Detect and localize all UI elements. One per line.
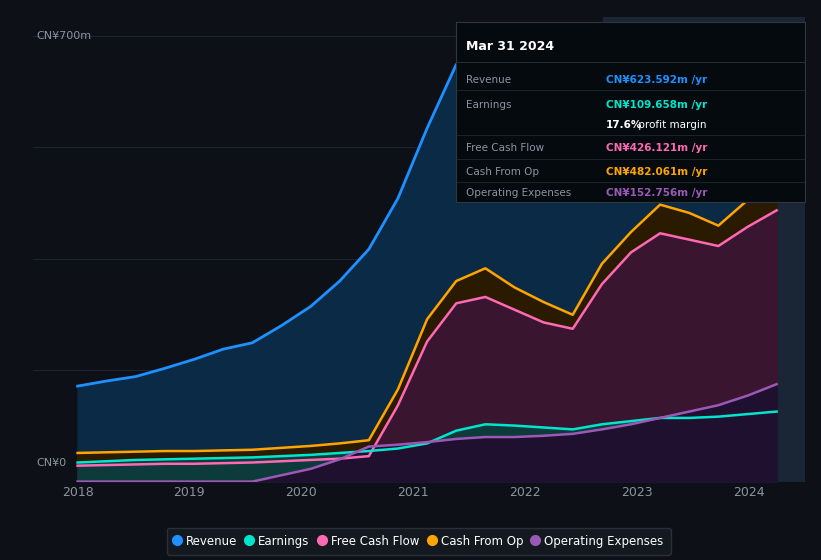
Text: Operating Expenses: Operating Expenses <box>466 188 571 198</box>
Text: profit margin: profit margin <box>635 120 707 130</box>
Text: Cash From Op: Cash From Op <box>466 166 539 176</box>
Bar <box>603 17 805 482</box>
Text: CN¥0: CN¥0 <box>37 458 67 468</box>
Text: Revenue: Revenue <box>466 75 511 85</box>
Text: CN¥109.658m /yr: CN¥109.658m /yr <box>606 100 707 110</box>
Text: CN¥700m: CN¥700m <box>37 31 92 41</box>
Text: Mar 31 2024: Mar 31 2024 <box>466 40 554 53</box>
Text: CN¥152.756m /yr: CN¥152.756m /yr <box>606 188 707 198</box>
Text: Earnings: Earnings <box>466 100 511 110</box>
Text: 17.6%: 17.6% <box>606 120 642 130</box>
Text: CN¥482.061m /yr: CN¥482.061m /yr <box>606 166 707 176</box>
Text: CN¥426.121m /yr: CN¥426.121m /yr <box>606 143 707 153</box>
Legend: Revenue, Earnings, Free Cash Flow, Cash From Op, Operating Expenses: Revenue, Earnings, Free Cash Flow, Cash … <box>167 528 671 555</box>
Text: Free Cash Flow: Free Cash Flow <box>466 143 544 153</box>
Text: CN¥623.592m /yr: CN¥623.592m /yr <box>606 75 707 85</box>
